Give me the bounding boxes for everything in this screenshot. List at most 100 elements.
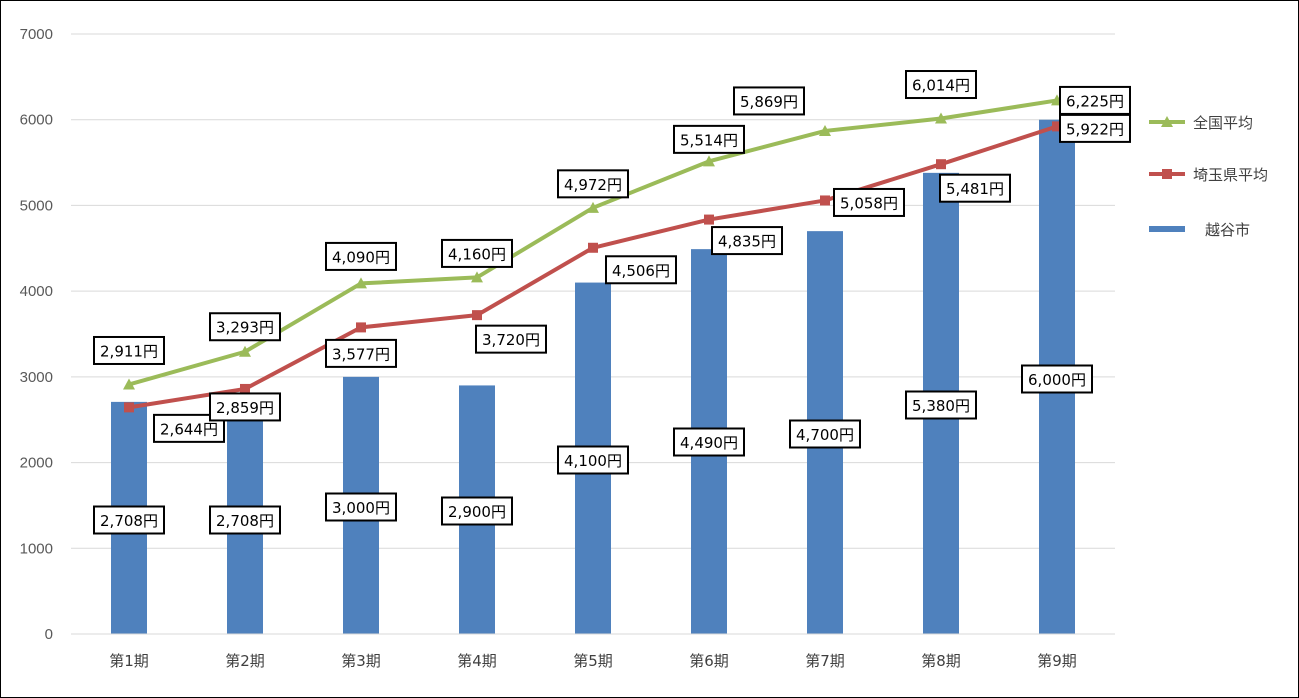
data-label-box	[673, 427, 745, 457]
national-label: 2,911円	[93, 335, 165, 365]
data-label-text: 2,911円	[100, 342, 158, 360]
national-label: 6,225円	[1059, 85, 1131, 115]
data-label-box	[939, 173, 1011, 203]
data-label-box	[209, 392, 281, 422]
point-marker	[936, 159, 946, 170]
data-label-text: 3,000円	[332, 499, 390, 517]
bar-label: 6,000円	[1021, 364, 1093, 394]
data-label-box	[905, 390, 977, 420]
data-label-text: 2,900円	[448, 503, 506, 521]
bar-label: 2,708円	[209, 505, 281, 535]
point-marker	[471, 271, 483, 283]
data-label-box	[1059, 85, 1131, 115]
national-label: 4,972円	[557, 169, 629, 199]
x-tick-label: 第2期	[225, 652, 265, 670]
national-label: 5,869円	[733, 86, 805, 116]
data-label-box	[673, 124, 745, 154]
point-marker	[1052, 121, 1062, 132]
x-tick-label: 第3期	[341, 652, 381, 670]
data-label-box	[1059, 113, 1131, 143]
point-marker	[123, 378, 135, 390]
data-label-text: 3,577円	[332, 345, 390, 363]
bar-label: 4,100円	[557, 445, 629, 475]
data-label-box	[605, 255, 677, 285]
data-label-text: 2,644円	[160, 420, 218, 438]
saitama-label: 2,644円	[153, 413, 225, 443]
data-label-box	[789, 419, 861, 449]
legend-label: 全国平均	[1193, 114, 1253, 132]
legend-label: 埼玉県平均	[1193, 166, 1268, 184]
national-label: 4,160円	[441, 238, 513, 268]
point-marker	[239, 345, 251, 357]
point-marker	[124, 402, 134, 413]
y-tick-label: 1000	[20, 540, 53, 557]
data-label-text: 6,014円	[912, 77, 970, 95]
national-label: 3,293円	[209, 312, 281, 342]
legend-marker	[1161, 116, 1173, 127]
point-marker	[704, 214, 714, 225]
bar-label: 2,900円	[441, 496, 513, 526]
data-label-text: 4,090円	[332, 248, 390, 266]
data-label-box	[557, 445, 629, 475]
data-label-text: 5,380円	[912, 397, 970, 415]
saitama-label: 2,859円	[209, 392, 281, 422]
x-tick-label: 第8期	[921, 652, 961, 670]
bar-label: 4,700円	[789, 419, 861, 449]
data-label-text: 3,293円	[216, 319, 274, 337]
saitama-label: 4,506円	[605, 255, 677, 285]
data-label-box	[325, 241, 397, 271]
bar-label: 2,708円	[93, 505, 165, 535]
y-tick-label: 2000	[20, 455, 53, 472]
y-tick-label: 4000	[20, 283, 53, 300]
x-tick-label: 第9期	[1037, 652, 1077, 670]
point-marker	[587, 201, 599, 213]
data-label-box	[441, 496, 513, 526]
data-label-text: 4,490円	[680, 434, 738, 452]
y-tick-label: 5000	[20, 197, 53, 214]
data-label-text: 4,506円	[612, 262, 670, 280]
data-label-text: 3,720円	[482, 331, 540, 349]
data-label-text: 5,058円	[840, 194, 898, 212]
line-series	[123, 94, 1063, 413]
data-label-text: 4,835円	[718, 233, 776, 251]
national-label: 4,090円	[325, 241, 397, 271]
y-tick-label: 7000	[20, 26, 53, 43]
saitama-label: 3,577円	[325, 338, 397, 368]
bar-label: 5,380円	[905, 390, 977, 420]
data-label-text: 2,859円	[216, 399, 274, 417]
legend-label: 越谷市	[1205, 221, 1250, 239]
data-label-text: 5,869円	[740, 93, 798, 111]
legend-swatch	[1149, 226, 1185, 232]
data-label-text: 4,972円	[564, 176, 622, 194]
x-tick-label: 第7期	[805, 652, 845, 670]
data-label-box	[1021, 364, 1093, 394]
point-marker	[588, 242, 598, 253]
point-marker	[703, 155, 715, 167]
bar-label: 4,490円	[673, 427, 745, 457]
data-label-box	[325, 492, 397, 522]
data-label-box	[93, 505, 165, 535]
legend-marker	[1162, 169, 1172, 179]
point-marker	[819, 124, 831, 136]
data-label-text: 5,481円	[946, 180, 1004, 198]
point-marker	[820, 195, 830, 206]
data-label-box	[557, 169, 629, 199]
data-label-box	[475, 324, 547, 354]
y-axis-ticks: 0 1000 2000 3000 4000 5000 6000 7000	[20, 26, 53, 643]
y-tick-label: 3000	[20, 369, 53, 386]
point-marker	[356, 322, 366, 333]
data-label-text: 2,708円	[216, 512, 274, 530]
saitama-label: 5,481円	[939, 173, 1011, 203]
data-label-text: 6,225円	[1066, 92, 1124, 110]
legend-item: 埼玉県平均	[1149, 166, 1268, 184]
data-label-box	[711, 226, 783, 256]
bar-label: 3,000円	[325, 492, 397, 522]
saitama-label: 4,835円	[711, 226, 783, 256]
data-label-text: 6,000円	[1028, 371, 1086, 389]
data-label-box	[733, 86, 805, 116]
data-label-box	[209, 505, 281, 535]
data-label-text: 4,700円	[796, 426, 854, 444]
